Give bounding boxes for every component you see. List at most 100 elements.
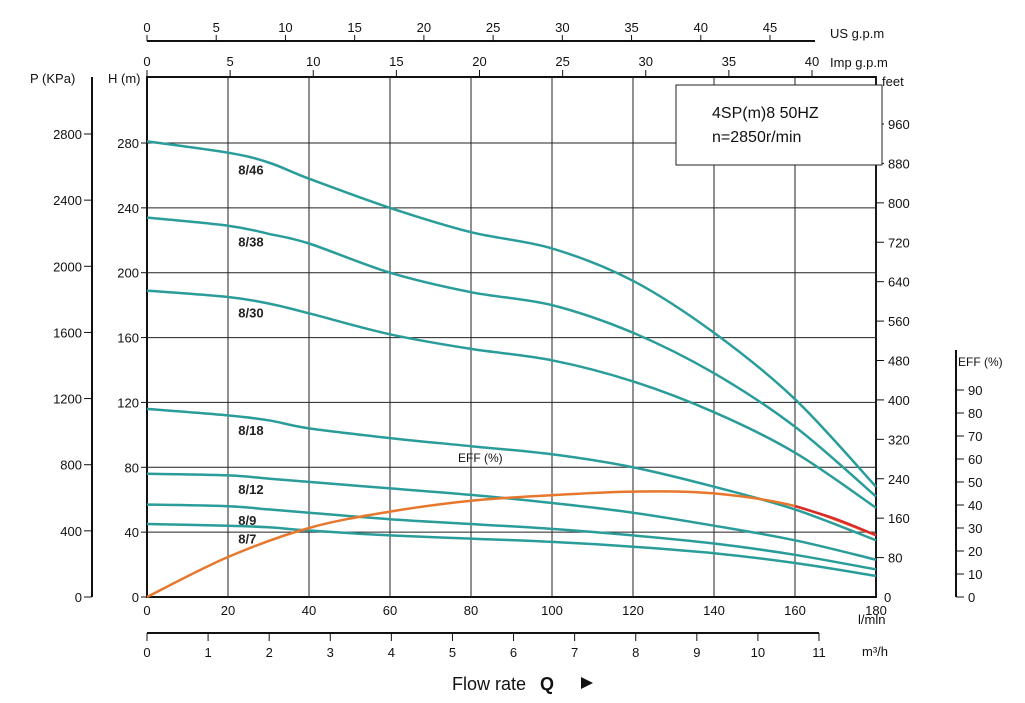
eff-tick-label: 90 — [968, 383, 982, 398]
feet-axis-title: feet — [882, 74, 904, 89]
series-label: 8/18 — [238, 423, 263, 438]
m3h-tick-label: 6 — [510, 645, 517, 660]
head-axis-title: H (m) — [108, 71, 141, 86]
series-label: 8/9 — [238, 513, 256, 528]
flow-rate-symbol: Q — [540, 674, 554, 694]
m3h-tick-label: 10 — [751, 645, 765, 660]
eff-tick-label: 80 — [968, 406, 982, 421]
axes: 20 40 60 80 100 120 140 160 18004080120160200240… — [30, 20, 1003, 660]
feet-tick-label: 640 — [888, 275, 910, 290]
feet-tick-label: 320 — [888, 432, 910, 447]
m3h-tick-label: 2 — [266, 645, 273, 660]
head-tick-label: 160 — [117, 331, 139, 346]
us-gpm-tick-label: 15 — [347, 20, 361, 35]
imp-gpm-tick-label: 10 — [306, 54, 320, 69]
series-line-8-38 — [146, 216, 877, 498]
eff-tick-label: 70 — [968, 429, 982, 444]
m3h-axis-title: m³/h — [862, 644, 888, 659]
info-box: 4SP(m)8 50HZ n=2850r/min — [675, 84, 883, 166]
us-gpm-tick-label: 40 — [694, 20, 708, 35]
series-line-8-12 — [146, 472, 877, 561]
us-gpm-tick-label: 10 — [278, 20, 292, 35]
m3h-tick-label: 3 — [327, 645, 334, 660]
pressure-axis-title: P (KPa) — [30, 71, 75, 86]
flow-arrow-icon — [581, 677, 593, 689]
feet-tick-label: 880 — [888, 156, 910, 171]
head-tick-label: 40 — [125, 525, 139, 540]
pressure-tick-label: 2000 — [53, 259, 82, 274]
eff-tick-label: 50 — [968, 475, 982, 490]
eff-axis-title: EFF (%) — [958, 355, 1003, 369]
series-label: 8/46 — [238, 163, 263, 178]
head-tick-label: 120 — [117, 395, 139, 410]
feet-tick-label: 480 — [888, 354, 910, 369]
imp-gpm-tick-label: 30 — [639, 54, 653, 69]
model-label: 4SP(m)8 50HZ — [712, 105, 819, 122]
efficiency-tail — [794, 504, 877, 537]
x-tick-label: 100 — [541, 603, 563, 618]
imp-gpm-tick-label: 0 — [143, 54, 150, 69]
imp-gpm-tick-label: 40 — [805, 54, 819, 69]
us-gpm-tick-label: 20 — [417, 20, 431, 35]
us-gpm-tick-label: 25 — [486, 20, 500, 35]
pressure-tick-label: 1600 — [53, 325, 82, 340]
us-gpm-tick-label: 0 — [143, 20, 150, 35]
m3h-tick-label: 11 — [812, 645, 826, 660]
m3h-tick-label: 0 — [143, 645, 150, 660]
us-gpm-tick-label: 30 — [555, 20, 569, 35]
eff-tick-label: 40 — [968, 498, 982, 513]
feet-zero-mark: 0 — [884, 590, 891, 605]
pressure-tick-label: 800 — [60, 458, 82, 473]
eff-tick-label: 30 — [968, 521, 982, 536]
feet-tick-label: 400 — [888, 393, 910, 408]
pressure-tick-label: 1200 — [53, 392, 82, 407]
x-origin-label: 0 — [143, 603, 150, 618]
x-tick-label: 40 — [302, 603, 316, 618]
feet-tick-label: 800 — [888, 196, 910, 211]
curves: 8/46 8/38 8/30 8/18 8/12 8/9 8/7 EFF (%) — [146, 140, 877, 599]
eff-tick-label: 20 — [968, 544, 982, 559]
x-tick-label: 180 — [865, 603, 887, 618]
eff-tick-label: 60 — [968, 452, 982, 467]
speed-label: n=2850r/min — [712, 129, 801, 146]
imp-gpm-tick-label: 35 — [722, 54, 736, 69]
efficiency-label: EFF (%) — [458, 451, 503, 465]
series-label: 8/30 — [238, 305, 263, 320]
head-tick-label: 80 — [125, 460, 139, 475]
m3h-tick-label: 7 — [571, 645, 578, 660]
head-tick-label: 240 — [117, 201, 139, 216]
imp-gpm-tick-label: 20 — [472, 54, 486, 69]
series-line-8-46 — [146, 140, 877, 488]
x-tick-label: 80 — [464, 603, 478, 618]
series-line-8-9 — [146, 503, 877, 571]
us-gpm-axis-title: US g.p.m — [830, 26, 884, 41]
series-label: 8/12 — [238, 482, 263, 497]
imp-gpm-tick-label: 25 — [555, 54, 569, 69]
x-tick-label: 60 — [383, 603, 397, 618]
series-line-8-18 — [146, 407, 877, 542]
series-label: 8/38 — [238, 235, 263, 250]
imp-gpm-tick-label: 5 — [227, 54, 234, 69]
m3h-tick-label: 5 — [449, 645, 456, 660]
pressure-tick-label: 2400 — [53, 193, 82, 208]
flow-rate-caption: Flow rate Q — [452, 674, 593, 694]
us-gpm-tick-label: 5 — [213, 20, 220, 35]
m3h-tick-label: 9 — [693, 645, 700, 660]
feet-tick-label: 80 — [888, 551, 902, 566]
series-line-8-7 — [146, 522, 877, 578]
m3h-tick-label: 4 — [388, 645, 395, 660]
feet-tick-label: 560 — [888, 314, 910, 329]
m3h-tick-label: 1 — [204, 645, 211, 660]
eff-tick-label: 10 — [968, 567, 982, 582]
feet-tick-label: 960 — [888, 117, 910, 132]
eff-tick-label: 0 — [968, 590, 975, 605]
head-tick-label: 0 — [132, 590, 139, 605]
lmin-axis-title: l/mln — [858, 612, 885, 627]
imp-gpm-tick-label: 15 — [389, 54, 403, 69]
series-label: 8/7 — [238, 531, 256, 546]
x-tick-label: 120 — [622, 603, 644, 618]
x-tick-label: 160 — [784, 603, 806, 618]
m3h-tick-label: 8 — [632, 645, 639, 660]
series-line-8-30 — [146, 289, 877, 509]
